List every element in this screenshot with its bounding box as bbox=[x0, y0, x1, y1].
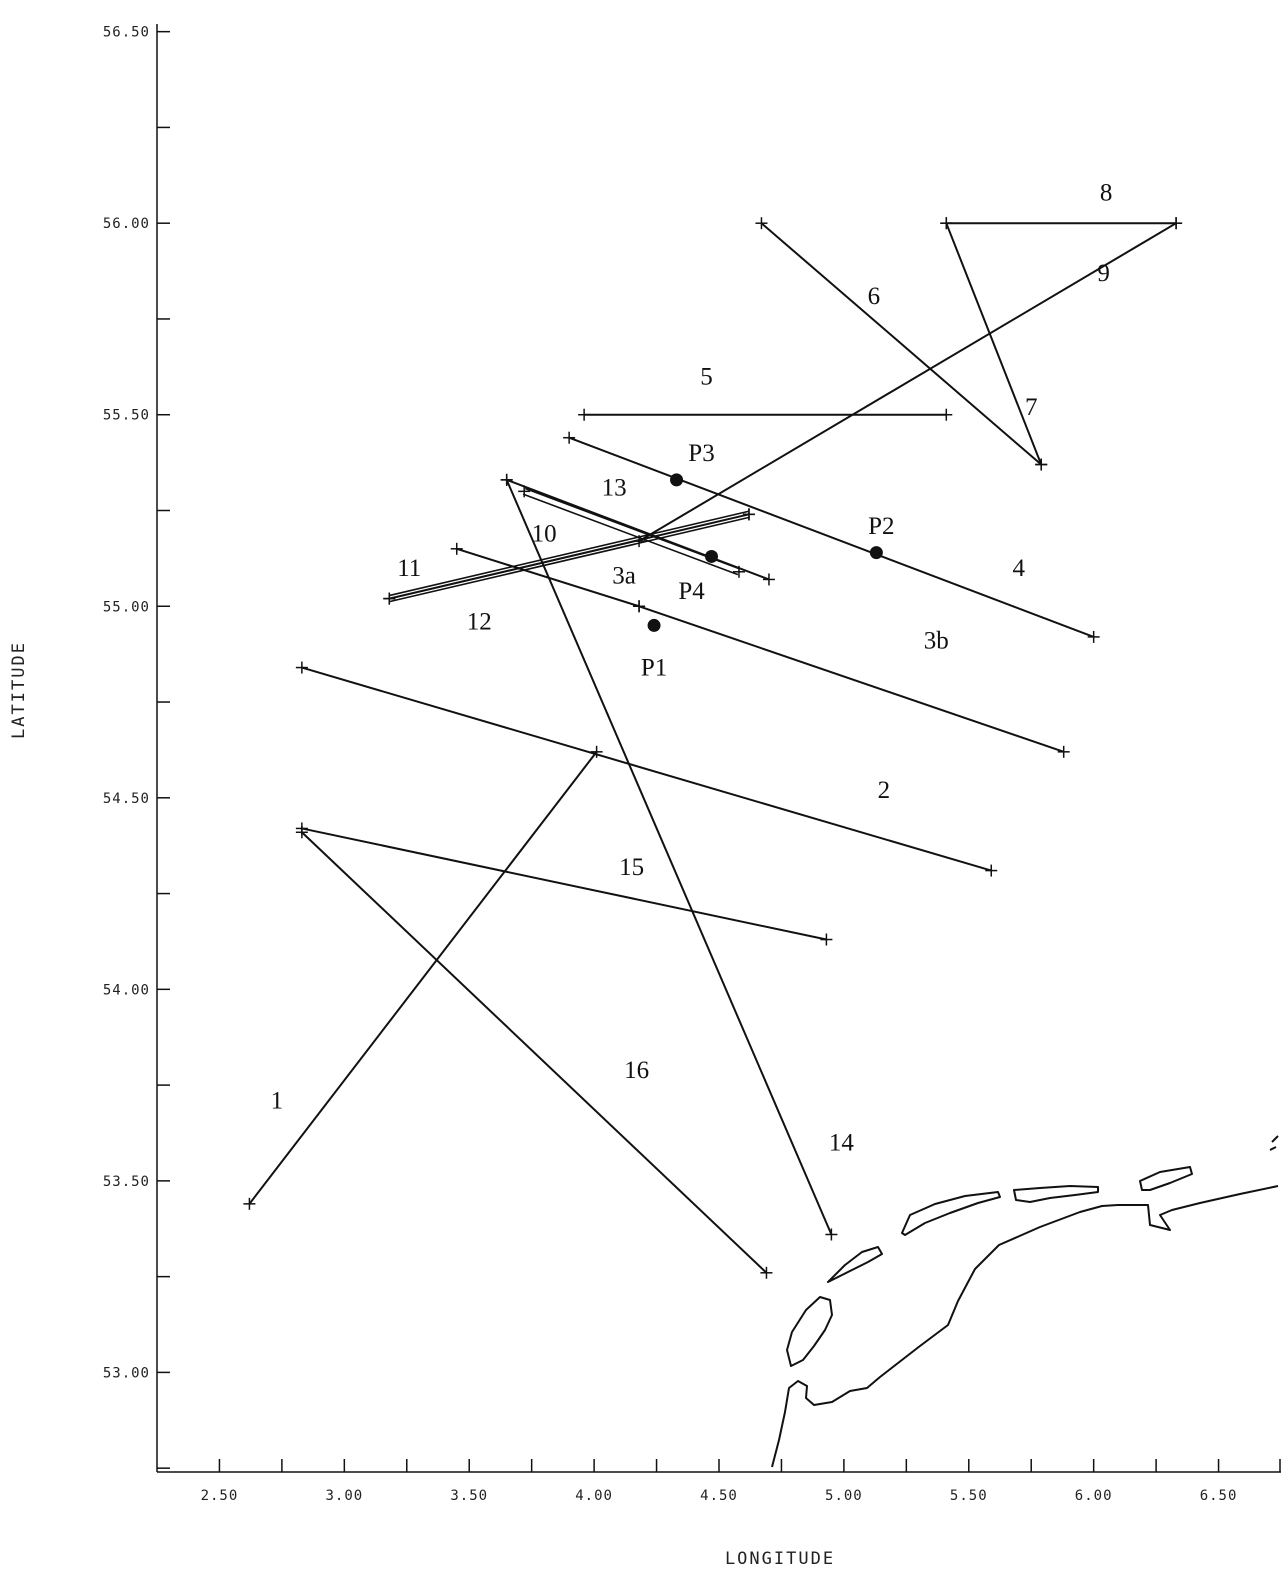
station-label: P1 bbox=[641, 655, 667, 682]
track-line bbox=[506, 478, 770, 581]
track-14: 14 bbox=[500, 473, 855, 1241]
track-line bbox=[301, 666, 992, 872]
track-13: 13 bbox=[500, 473, 775, 586]
track-line bbox=[638, 605, 1065, 753]
track-label: 16 bbox=[624, 1057, 649, 1084]
station-p2: P2 bbox=[868, 513, 895, 560]
track-6: 6 bbox=[755, 217, 1048, 471]
track-11: 11 bbox=[383, 508, 755, 605]
track-15: 15 bbox=[295, 822, 833, 946]
track-label: 14 bbox=[829, 1130, 855, 1157]
track-line bbox=[389, 516, 750, 603]
track-line bbox=[522, 493, 739, 576]
y-tick-label: 55.50 bbox=[103, 408, 150, 424]
station-marker bbox=[670, 473, 684, 487]
track-label: 13 bbox=[602, 475, 627, 502]
y-tick-label: 53.50 bbox=[103, 1174, 150, 1190]
y-tick-label: 55.00 bbox=[103, 599, 150, 615]
track-4: 4 bbox=[563, 431, 1100, 643]
island-ameland bbox=[1013, 1185, 1099, 1203]
track-line bbox=[945, 222, 1043, 465]
track-label: 3a bbox=[612, 563, 636, 590]
x-ticks: 2.50 3.00 3.50 4.00 4.50 5.00 5.50 6.00 6.50 bbox=[201, 1459, 1281, 1504]
track-label: 6 bbox=[868, 283, 881, 310]
track-label: 5 bbox=[700, 363, 713, 390]
station-marker bbox=[869, 546, 883, 560]
track-line bbox=[760, 222, 1042, 466]
track-10: 10 bbox=[518, 485, 745, 578]
x-tick-label: 4.00 bbox=[575, 1488, 613, 1504]
station-label: P4 bbox=[678, 578, 705, 605]
track-line bbox=[638, 222, 1177, 543]
track-3b: 3b bbox=[633, 600, 1070, 758]
island-fragment bbox=[1269, 1135, 1279, 1151]
mainland-coast bbox=[771, 1185, 1279, 1468]
y-tick-label: 56.00 bbox=[103, 216, 150, 232]
track-label: 11 bbox=[397, 555, 421, 582]
track-7: 7 bbox=[940, 217, 1048, 471]
y-tick-label: 53.00 bbox=[103, 1365, 150, 1381]
x-tick-label: 2.50 bbox=[201, 1488, 239, 1504]
island-vlieland bbox=[827, 1246, 883, 1283]
track-label: 4 bbox=[1012, 555, 1025, 582]
track-line bbox=[505, 479, 833, 1235]
track-line bbox=[389, 513, 750, 600]
x-axis-title: LONGITUDE bbox=[725, 1549, 835, 1569]
track-line bbox=[568, 436, 1095, 638]
track-1: 1 bbox=[243, 745, 603, 1210]
x-tick-label: 3.00 bbox=[325, 1488, 363, 1504]
y-ticks: 53.00 53.50 54.00 54.50 55.00 55.50 56.00 56.50 bbox=[103, 25, 170, 1469]
track-5: 5 bbox=[578, 363, 953, 421]
station-p3: P3 bbox=[670, 440, 715, 487]
track-label: 2 bbox=[878, 777, 891, 804]
track-label: 10 bbox=[532, 520, 557, 547]
station-marker bbox=[647, 618, 661, 632]
track-label: 9 bbox=[1097, 260, 1110, 287]
y-tick-label: 54.50 bbox=[103, 791, 150, 807]
track-label: 1 bbox=[271, 1087, 284, 1114]
track-label: 7 bbox=[1025, 394, 1038, 421]
track-12: 12 bbox=[383, 508, 755, 636]
track-label: 12 bbox=[467, 609, 492, 636]
track-2: 2 bbox=[295, 661, 998, 877]
y-tick-label: 56.50 bbox=[103, 25, 150, 41]
station-p4: P4 bbox=[678, 549, 719, 605]
track-line bbox=[301, 831, 768, 1274]
track-label: 3b bbox=[924, 628, 949, 655]
axes: 53.0053.5054.0054.5055.0055.5056.0056.50… bbox=[9, 24, 1281, 1569]
island-texel bbox=[786, 1296, 833, 1367]
track-line bbox=[301, 827, 827, 941]
y-axis-title: LATITUDE bbox=[9, 641, 29, 739]
y-tick-label: 54.00 bbox=[103, 982, 150, 998]
stations: P1 P2 P3 P4 bbox=[641, 440, 895, 682]
station-marker bbox=[705, 549, 719, 563]
track-16: 16 bbox=[295, 826, 773, 1279]
coastline bbox=[771, 1135, 1279, 1468]
station-label: P3 bbox=[688, 440, 714, 467]
x-tick-label: 4.50 bbox=[700, 1488, 738, 1504]
track-9: 9 bbox=[633, 217, 1183, 548]
x-tick-label: 3.50 bbox=[450, 1488, 488, 1504]
x-tick-label: 5.50 bbox=[950, 1488, 988, 1504]
track-8: 8 bbox=[940, 180, 1183, 230]
island-terschelling bbox=[901, 1191, 1001, 1236]
track-line bbox=[248, 751, 598, 1205]
x-tick-label: 5.00 bbox=[825, 1488, 863, 1504]
station-p1: P1 bbox=[641, 618, 667, 682]
track-label: 8 bbox=[1100, 180, 1113, 207]
x-tick-label: 6.50 bbox=[1200, 1488, 1238, 1504]
track-label: 15 bbox=[619, 854, 644, 881]
track-line bbox=[388, 510, 749, 597]
x-tick-label: 6.00 bbox=[1075, 1488, 1113, 1504]
island-schiermonnikoog bbox=[1139, 1166, 1193, 1191]
station-label: P2 bbox=[868, 513, 894, 540]
